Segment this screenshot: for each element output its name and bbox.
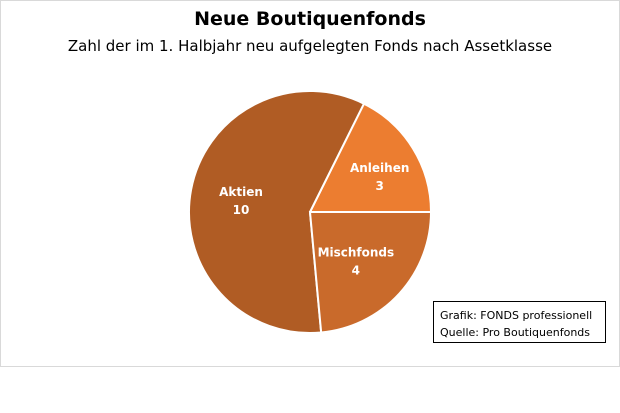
slice-label-aktien: Aktien xyxy=(219,185,263,199)
slice-value-aktien: 10 xyxy=(233,203,250,217)
source-box: Grafik: FONDS professionell Quelle: Pro … xyxy=(433,301,606,343)
slice-label-mischfonds: Mischfonds xyxy=(318,245,395,259)
source-line-graphic: Grafik: FONDS professionell xyxy=(440,309,593,322)
chart-title: Neue Boutiquenfonds xyxy=(194,8,426,30)
pie-slice-mischfonds xyxy=(308,211,433,334)
slice-value-mischfonds: 4 xyxy=(352,263,360,277)
pie-slice-anleihen xyxy=(308,102,433,213)
pie-slice-aktien xyxy=(188,90,366,334)
source-line-source: Quelle: Pro Boutiquenfonds xyxy=(440,326,591,339)
slice-value-anleihen: 3 xyxy=(375,179,383,193)
chart-subtitle: Zahl der im 1. Halbjahr neu aufgelegten … xyxy=(67,37,553,55)
slice-label-anleihen: Anleihen xyxy=(350,161,409,175)
